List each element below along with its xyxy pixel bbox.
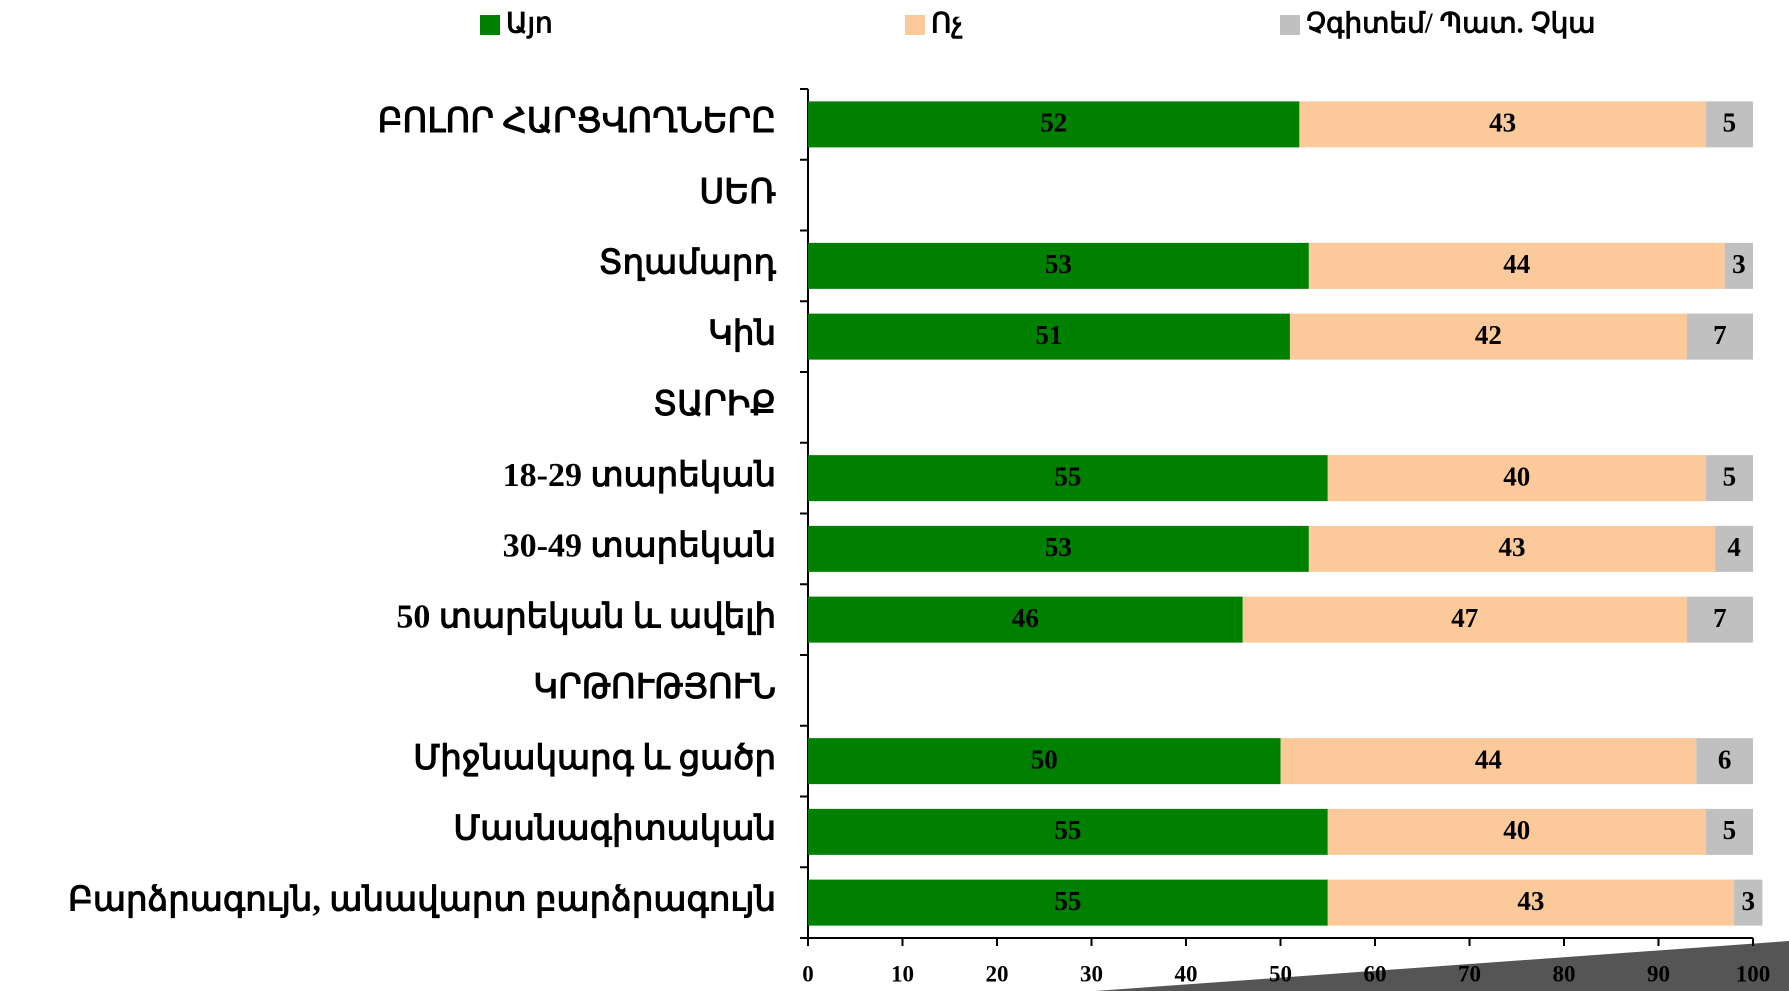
bar-segment: [808, 596, 1243, 643]
bar-segment: [1705, 808, 1753, 855]
x-tick-label: 60: [1364, 961, 1387, 986]
data-label: 43: [1517, 886, 1544, 916]
bar-segment: [1734, 879, 1763, 926]
data-label: 6: [1718, 744, 1732, 774]
x-tick-label: 20: [986, 961, 1009, 986]
data-label: 46: [1012, 603, 1039, 633]
bar-segment: [1308, 525, 1716, 572]
category-label: Միջնակարգ և ցածր: [413, 740, 776, 777]
data-label: 4: [1727, 532, 1741, 562]
bar-segment: [1242, 596, 1687, 643]
bar-segment: [1299, 101, 1706, 148]
data-label: 40: [1503, 461, 1530, 491]
bar-segment: [808, 738, 1281, 785]
bar-segment: [1308, 242, 1725, 289]
data-label: 47: [1451, 603, 1478, 633]
bar-segment: [808, 101, 1300, 148]
data-label: 44: [1475, 744, 1502, 774]
data-label: 55: [1054, 886, 1081, 916]
x-tick-label: 10: [891, 961, 914, 986]
data-label: 5: [1723, 461, 1737, 491]
data-label: 43: [1489, 108, 1516, 138]
bar-segment: [1327, 808, 1706, 855]
category-label: ԿՐԹՈՒԹՅՈՒՆ: [533, 669, 776, 706]
x-tick-label: 70: [1458, 961, 1481, 986]
legend-swatch: [480, 15, 500, 35]
legend-label: Ոչ: [931, 8, 963, 39]
data-label: 55: [1054, 461, 1081, 491]
decoration: [1095, 941, 1789, 991]
data-label: 7: [1713, 603, 1727, 633]
category-label: 18-29 տարեկան: [503, 457, 776, 494]
data-label: 7: [1713, 320, 1727, 350]
data-label: 53: [1045, 532, 1072, 562]
data-label: 55: [1054, 815, 1081, 845]
category-label: ՏԱՐԻՔ: [653, 386, 776, 423]
data-label: 5: [1723, 815, 1737, 845]
bar-segment: [1705, 101, 1753, 148]
category-label: 30-49 տարեկան: [503, 528, 776, 565]
x-tick-label: 40: [1175, 961, 1198, 986]
data-label: 51: [1035, 320, 1062, 350]
bar-segment: [1724, 242, 1753, 289]
data-label: 52: [1040, 108, 1067, 138]
data-label: 42: [1475, 320, 1502, 350]
x-tick-label: 100: [1736, 961, 1771, 986]
data-label: 3: [1742, 886, 1756, 916]
x-tick-label: 90: [1647, 961, 1670, 986]
x-tick-label: 30: [1080, 961, 1103, 986]
bar-segment: [808, 313, 1290, 360]
data-label: 3: [1732, 249, 1746, 279]
category-label: 50 տարեկան և ավելի: [396, 598, 776, 635]
category-label: ԲՈԼՈՐ ՀԱՐՑՎՈՂՆԵՐԸ: [378, 103, 776, 140]
bar-segment: [1289, 313, 1687, 360]
data-label: 44: [1503, 249, 1530, 279]
bar-segment: [1686, 596, 1753, 643]
data-label: 43: [1499, 532, 1526, 562]
legend-label: Այո: [506, 8, 553, 39]
bar-segment: [808, 525, 1309, 572]
x-tick-label: 50: [1269, 961, 1292, 986]
legend-label: Չգիտեմ/ Պատ. Չկա: [1306, 8, 1596, 39]
category-label: Բարձրագույն, անավարտ բարձրագույն: [68, 881, 776, 918]
data-label: 50: [1031, 744, 1058, 774]
bar-segment: [1715, 525, 1753, 572]
x-tick-label: 0: [802, 961, 814, 986]
bar-segment: [1686, 313, 1753, 360]
legend-swatch: [905, 15, 925, 35]
bar-segment: [1280, 738, 1697, 785]
bar-segment: [808, 879, 1328, 926]
bar-segment: [1327, 879, 1735, 926]
bar-segment: [808, 242, 1309, 289]
category-label: Կին: [708, 315, 776, 352]
bar-segment: [1327, 455, 1706, 502]
x-tick-label: 80: [1553, 961, 1576, 986]
category-label: Տղամարդ: [599, 245, 777, 282]
bar-segment: [1696, 738, 1753, 785]
bar-segment: [808, 455, 1328, 502]
category-label: Մասնագիտական: [453, 811, 776, 848]
data-label: 40: [1503, 815, 1530, 845]
category-label: ՍԵՌ: [699, 174, 776, 211]
bar-segment: [808, 808, 1328, 855]
legend-swatch: [1280, 15, 1300, 35]
bar-segment: [1705, 455, 1753, 502]
data-label: 53: [1045, 249, 1072, 279]
data-label: 5: [1723, 108, 1737, 138]
